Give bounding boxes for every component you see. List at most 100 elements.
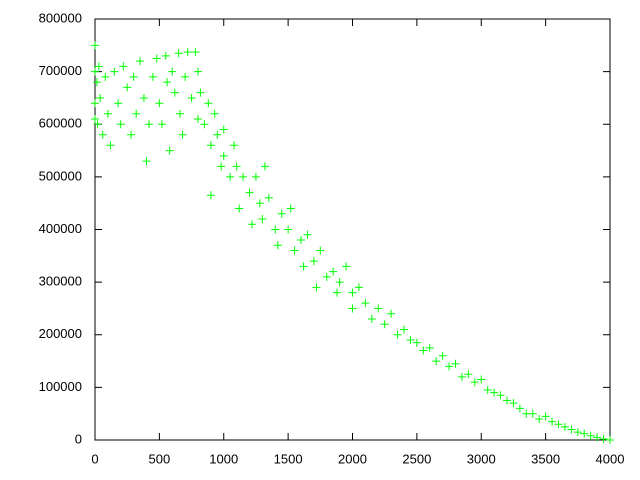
point (271, 225, 280, 234)
point (123, 83, 132, 92)
point (483, 386, 492, 395)
point (194, 114, 202, 123)
point (503, 396, 511, 405)
point (183, 48, 192, 57)
point (129, 72, 138, 81)
y-tick-label: 400000 (39, 221, 82, 236)
point (170, 88, 179, 97)
point (528, 409, 537, 418)
point (119, 62, 128, 71)
point (101, 72, 110, 81)
point (116, 120, 125, 129)
plot-frame (94, 18, 611, 441)
x-tick-label: 0 (91, 451, 98, 466)
point (219, 125, 228, 134)
point (329, 267, 338, 276)
point (255, 199, 264, 208)
point (91, 67, 99, 76)
point (567, 425, 576, 434)
point (161, 51, 170, 60)
point (103, 109, 112, 118)
point (260, 162, 269, 171)
point (217, 162, 226, 171)
y-tick-label: 800000 (39, 10, 82, 25)
point (284, 225, 293, 234)
point (163, 78, 172, 87)
point (312, 283, 321, 292)
point (127, 130, 136, 139)
point (541, 412, 550, 421)
point (333, 288, 342, 297)
point (297, 236, 305, 245)
point (554, 420, 563, 429)
point (142, 157, 151, 166)
point (264, 193, 273, 202)
point (114, 99, 123, 108)
point (322, 272, 331, 281)
point (348, 304, 357, 313)
point (393, 330, 402, 339)
y-tick-label: 500000 (39, 168, 82, 183)
point (152, 54, 161, 63)
point (245, 188, 254, 197)
point (273, 241, 282, 250)
point (200, 120, 209, 129)
point (406, 336, 415, 345)
point (91, 114, 99, 123)
point (98, 130, 107, 139)
point (361, 299, 370, 308)
point (445, 362, 454, 371)
y-tick-label: 300000 (39, 274, 82, 289)
point (258, 214, 267, 223)
point (277, 209, 286, 218)
point (425, 343, 434, 352)
point (96, 93, 105, 102)
x-tick-label: 2000 (338, 451, 367, 466)
point (580, 429, 589, 438)
point (599, 434, 608, 443)
x-tick-label: 3000 (467, 451, 496, 466)
x-tick-label: 1500 (274, 451, 303, 466)
point (303, 230, 312, 239)
point (91, 99, 99, 108)
point (93, 120, 102, 129)
y-tick-label: 600000 (39, 116, 82, 131)
point (380, 320, 389, 329)
point (286, 204, 295, 213)
y-tick-label: 100000 (39, 379, 82, 394)
point (593, 433, 602, 442)
point (157, 120, 166, 129)
y-tick-label: 700000 (39, 63, 82, 78)
point (535, 414, 544, 423)
point (91, 41, 99, 50)
point (191, 48, 200, 57)
point (496, 391, 505, 400)
point (194, 67, 202, 76)
point (206, 191, 215, 200)
point (196, 88, 205, 97)
point (239, 172, 248, 181)
x-tick-label: 500 (149, 451, 171, 466)
point (309, 257, 318, 266)
point (139, 93, 148, 102)
x-tick-label: 3500 (531, 451, 560, 466)
point (181, 72, 190, 81)
point (145, 120, 154, 129)
point (136, 57, 145, 66)
x-tick-label: 2500 (402, 451, 431, 466)
point (490, 388, 499, 397)
point (335, 278, 344, 287)
point (548, 417, 557, 426)
point (187, 93, 196, 102)
point (148, 72, 157, 81)
point (213, 130, 222, 139)
point (573, 428, 582, 437)
point (178, 130, 187, 139)
point (419, 346, 428, 355)
point (412, 338, 421, 347)
point (299, 262, 308, 271)
point (251, 172, 260, 181)
point (132, 109, 141, 118)
